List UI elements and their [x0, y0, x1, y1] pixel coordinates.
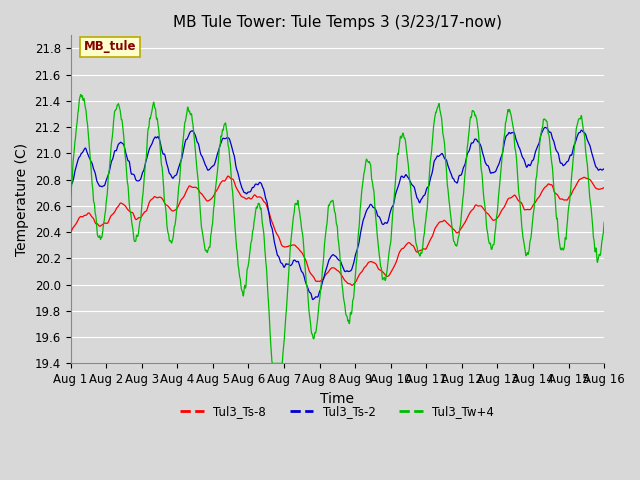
Y-axis label: Temperature (C): Temperature (C)	[15, 143, 29, 256]
X-axis label: Time: Time	[321, 392, 355, 406]
Text: MB_tule: MB_tule	[84, 40, 136, 53]
Title: MB Tule Tower: Tule Temps 3 (3/23/17-now): MB Tule Tower: Tule Temps 3 (3/23/17-now…	[173, 15, 502, 30]
Legend: Tul3_Ts-8, Tul3_Ts-2, Tul3_Tw+4: Tul3_Ts-8, Tul3_Ts-2, Tul3_Tw+4	[175, 401, 499, 423]
